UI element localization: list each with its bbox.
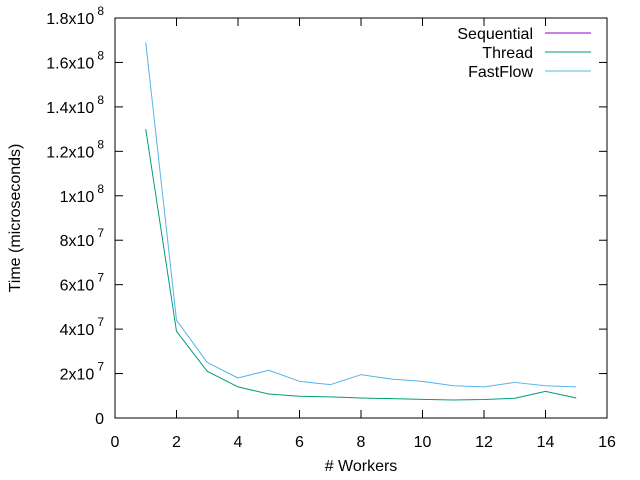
y-tick-label: 1.4x10 8 (46, 93, 104, 117)
y-tick-mantissa: 2x10 (60, 367, 95, 384)
legend-label-fastflow: FastFlow (468, 64, 533, 81)
legend-label-sequential: Sequential (457, 26, 533, 43)
y-tick-exponent: 8 (97, 48, 104, 62)
series-line-fastflow (145, 42, 577, 388)
x-tick-label: 6 (295, 434, 304, 451)
y-tick-label: 8x10 7 (60, 226, 105, 250)
x-tick-label: 10 (414, 434, 432, 451)
y-tick-exponent: 7 (97, 360, 104, 374)
y-axis-title: Time (microseconds) (7, 144, 24, 293)
x-tick-label: 8 (357, 434, 366, 451)
series-line-thread (145, 129, 577, 401)
y-tick-mantissa: 1.4x10 (46, 100, 94, 117)
x-tick-label: 0 (111, 434, 120, 451)
y-tick-mantissa: 1x10 (60, 189, 95, 206)
y-tick-exponent: 8 (97, 137, 104, 151)
y-tick-label: 1.8x10 8 (46, 4, 104, 28)
x-tick-label: 12 (475, 434, 493, 451)
x-axis-title: # Workers (325, 458, 398, 475)
x-tick-label: 4 (234, 434, 243, 451)
y-tick-label: 2x10 7 (60, 360, 105, 384)
y-tick-exponent: 7 (97, 226, 104, 240)
series-lines (145, 42, 577, 401)
y-tick-exponent: 8 (97, 4, 104, 18)
legend: Sequential Thread FastFlow (457, 26, 591, 81)
y-tick-label: 1.6x10 8 (46, 48, 104, 72)
y-tick-label: 0 (95, 411, 104, 428)
x-tick-label: 16 (598, 434, 616, 451)
y-tick-exponent: 8 (97, 182, 104, 196)
y-tick-exponent: 8 (97, 93, 104, 107)
y-tick-mantissa: 1.6x10 (46, 55, 94, 72)
y-tick-mantissa: 0 (95, 411, 104, 428)
y-tick-exponent: 7 (97, 315, 104, 329)
x-tick-label: 14 (537, 434, 555, 451)
y-tick-exponent: 7 (97, 271, 104, 285)
y-tick-mantissa: 1.8x10 (46, 11, 94, 28)
y-tick-mantissa: 6x10 (60, 278, 95, 295)
legend-label-thread: Thread (482, 45, 533, 62)
plot-frame (114, 17, 608, 419)
x-tick-label: 2 (172, 434, 181, 451)
x-axis-ticks: 0 2 4 6 8 10 12 14 16 (111, 18, 616, 451)
y-tick-label: 1x10 8 (60, 182, 105, 206)
y-tick-mantissa: 8x10 (60, 233, 95, 250)
y-tick-mantissa: 1.2x10 (46, 144, 94, 161)
y-tick-mantissa: 4x10 (60, 322, 95, 339)
y-tick-label: 4x10 7 (60, 315, 105, 339)
y-tick-label: 6x10 7 (60, 271, 105, 295)
y-tick-label: 1.2x10 8 (46, 137, 104, 161)
